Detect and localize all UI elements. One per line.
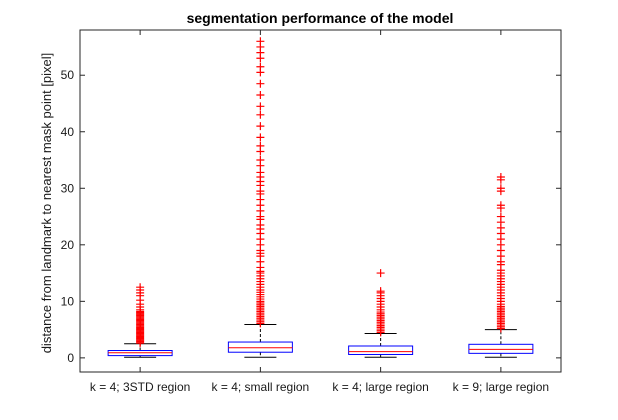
outlier-point xyxy=(256,168,265,177)
outlier-point xyxy=(376,287,385,296)
y-tick-label: 50 xyxy=(61,68,75,82)
outlier-point xyxy=(256,91,265,100)
x-tick-label: k = 4; large region xyxy=(332,380,428,394)
outlier-point xyxy=(256,156,265,165)
outlier-point xyxy=(256,79,265,88)
box-iqr xyxy=(468,343,534,354)
outlier-point xyxy=(256,110,265,119)
y-tick-label: 20 xyxy=(61,238,75,252)
y-tick-label: 30 xyxy=(61,181,75,195)
y-tick-label: 10 xyxy=(61,294,75,308)
plot-area-frame xyxy=(79,29,562,373)
outlier-point xyxy=(256,133,265,142)
outlier-point xyxy=(256,102,265,111)
outlier-point xyxy=(136,283,145,292)
y-tick-label: 0 xyxy=(67,351,74,365)
x-tick-label: k = 9; large region xyxy=(453,380,549,394)
outlier-point xyxy=(256,122,265,131)
chart-title: segmentation performance of the model xyxy=(187,10,454,26)
outlier-point xyxy=(256,141,265,150)
outlier-point xyxy=(496,201,505,210)
x-tick-label: k = 4; small region xyxy=(212,380,310,394)
outlier-point xyxy=(376,269,385,278)
y-tick-label: 40 xyxy=(61,125,75,139)
box-iqr xyxy=(227,341,293,353)
outlier-point xyxy=(496,184,505,193)
outlier-point xyxy=(496,212,505,221)
y-axis-label: distance from landmark to nearest mask p… xyxy=(39,53,54,354)
outlier-point xyxy=(496,172,505,181)
outlier-point xyxy=(256,62,265,71)
outlier-point xyxy=(256,37,265,46)
box-iqr xyxy=(348,345,414,355)
x-tick-label: k = 4; 3STD region xyxy=(90,380,190,394)
